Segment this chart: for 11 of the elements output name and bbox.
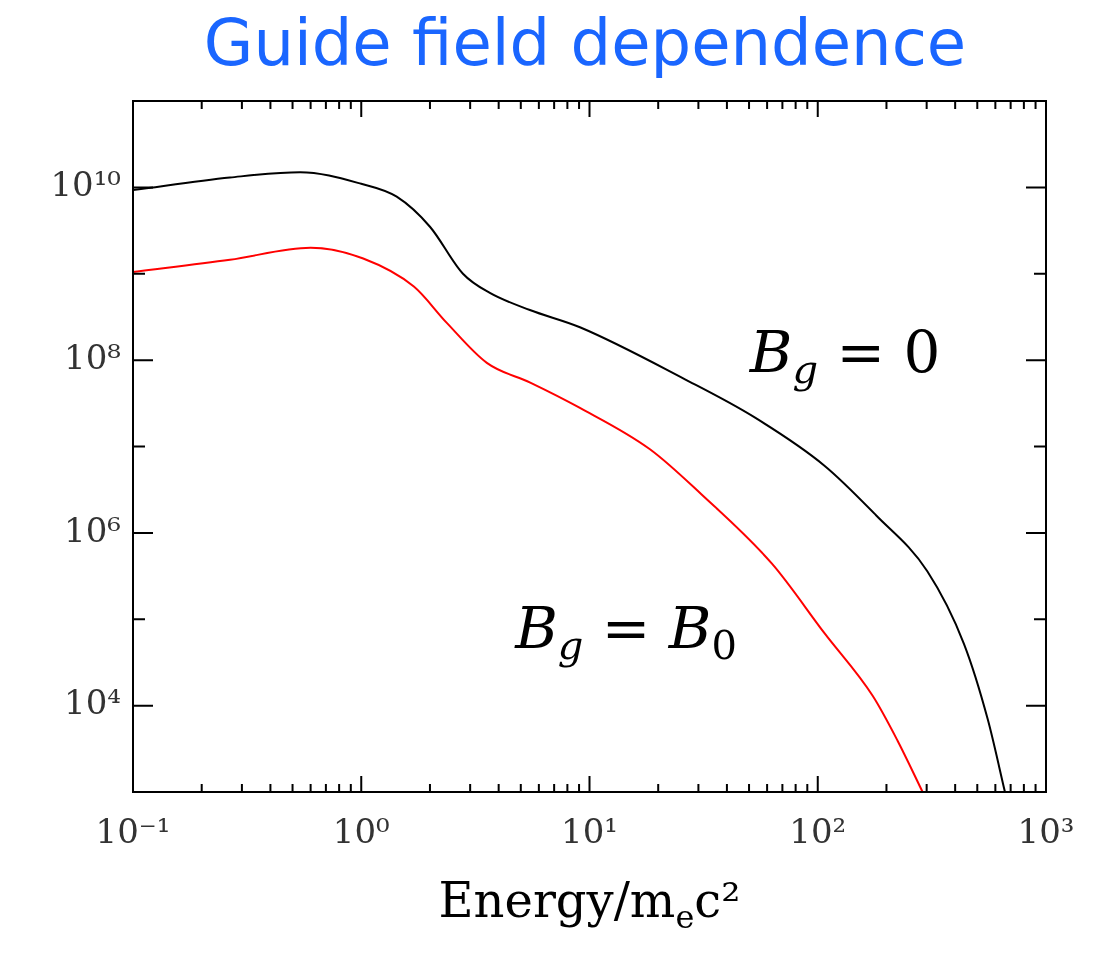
chart-title: Guide field dependence [202,6,968,80]
x-tick-label: 10⁰ [332,811,390,852]
y-tick-label: 10⁶ [64,509,121,550]
y-tick-label: 10⁴ [64,682,121,723]
x-tick-label: 10³ [1017,811,1075,852]
x-axis-title: Energy/m$_{e}$c² [437,872,742,936]
y-tick-label: 10¹⁰ [50,164,121,205]
y-tick-label: 10⁸ [64,336,121,377]
x-tick-label: 10¹ [561,811,618,852]
x-tick-label: 10⁻¹ [95,811,171,852]
x-tick-label: 10² [789,811,847,852]
